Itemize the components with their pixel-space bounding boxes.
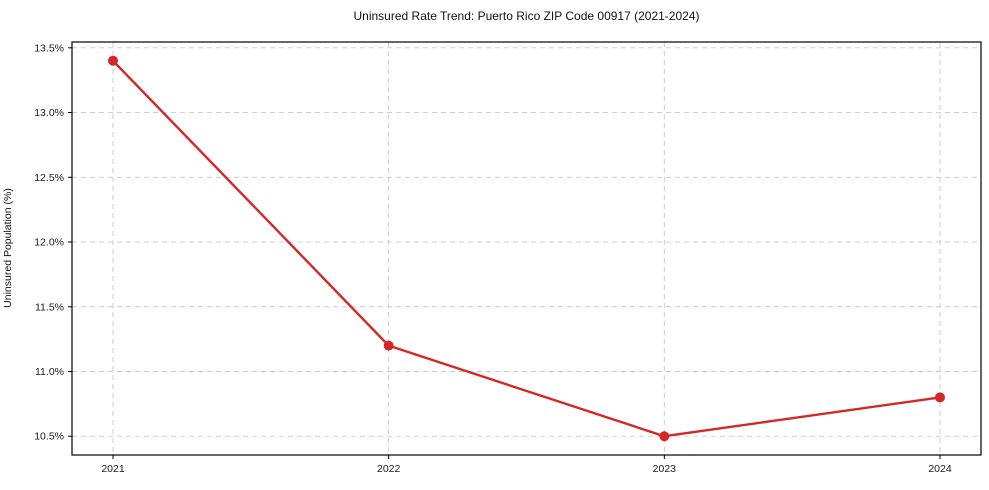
data-point-2022: [383, 340, 394, 351]
x-tick-label: 2024: [928, 463, 952, 475]
y-tick-label: 12.0%: [34, 237, 64, 249]
data-point-2021: [108, 55, 118, 66]
trend-line: [111, 59, 942, 438]
y-tick-label: 13.5%: [34, 42, 64, 54]
data-point-2024: [935, 392, 945, 403]
x-tick-label: 2022: [377, 463, 401, 475]
y-tick-label: 10.5%: [34, 431, 64, 443]
x-tick-label: 2023: [653, 463, 677, 475]
chart-title: Uninsured Rate Trend: Puerto Rico ZIP Co…: [353, 9, 700, 23]
y-tick-label: 11.0%: [35, 366, 64, 378]
data-point-2023: [659, 431, 670, 442]
y-tick-label: 12.5%: [34, 172, 64, 184]
plot-border: [71, 41, 982, 456]
x-tick-label: 2021: [101, 463, 125, 475]
y-tick-label: 11.5%: [35, 301, 64, 313]
y-tick-label: 13.0%: [34, 107, 64, 119]
